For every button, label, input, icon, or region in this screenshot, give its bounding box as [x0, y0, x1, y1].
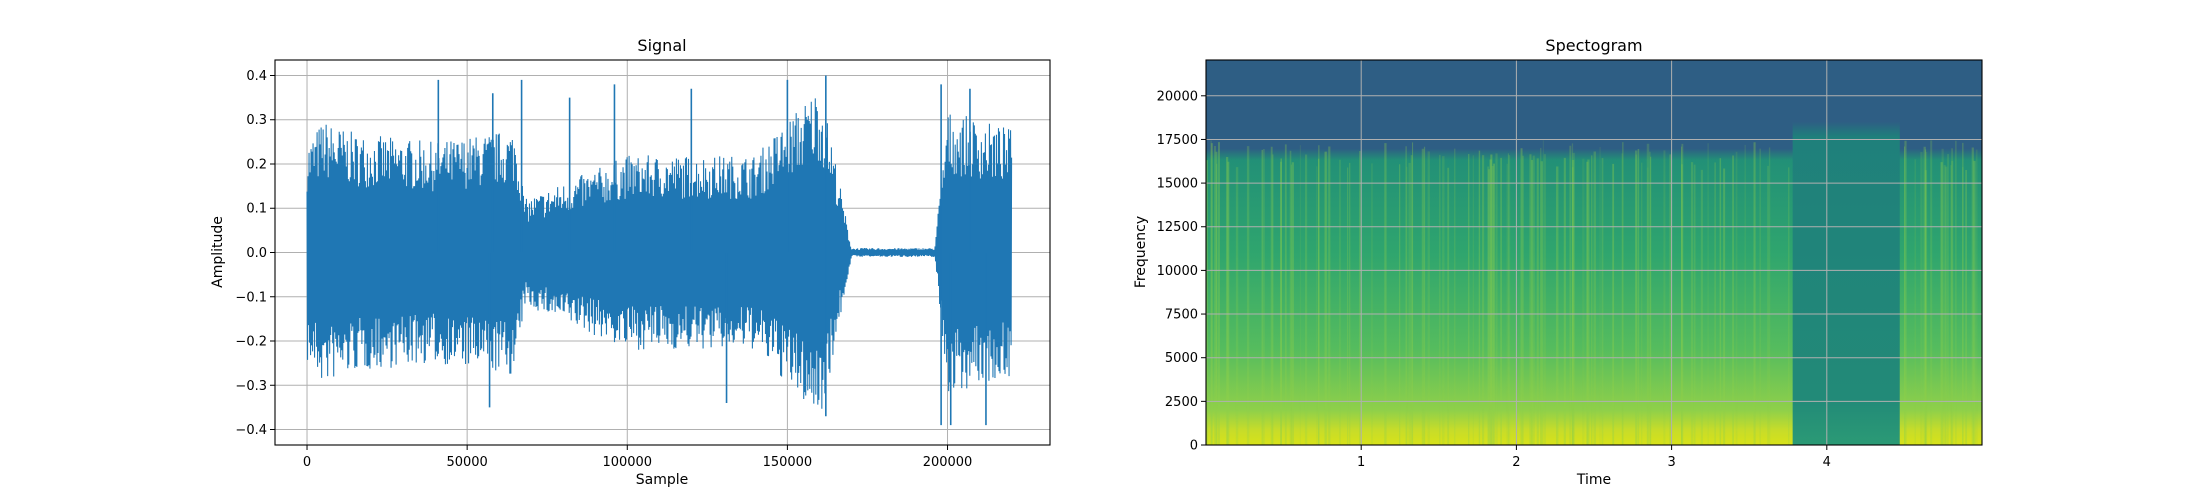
signal-x-tick-label: 150000: [763, 455, 813, 470]
spectrogram-y-tick-label: 7500: [1165, 308, 1198, 323]
spectrogram-chart: 1 2 3 4 0 2500 5000 7500 10000 12500 15000 17500 20…: [1133, 36, 1983, 488]
signal-y-tick-label: −0.4: [235, 423, 267, 438]
signal-y-tick-label: −0.1: [235, 290, 267, 305]
spectrogram-y-tick-label: 5000: [1165, 351, 1198, 366]
spectrogram-grid: [1206, 60, 1982, 446]
signal-y-ticks: −0.4 −0.3 −0.2 −0.1 0.0 0.1 0.2 0.3 0.4: [235, 69, 275, 438]
signal-x-tick-label: 50000: [446, 455, 487, 470]
spectrogram-y-tick-label: 2500: [1165, 395, 1198, 410]
spectrogram-x-tick-label: 1: [1357, 455, 1365, 470]
spectrogram-y-tick-label: 15000: [1157, 177, 1198, 192]
spectrogram-y-tick-label: 10000: [1157, 264, 1198, 279]
spectrogram-y-ticks: 0 2500 5000 7500 10000 12500 15000 17500 20000: [1157, 89, 1206, 454]
signal-x-axis-label: Sample: [636, 472, 689, 488]
signal-y-tick-label: 0.4: [246, 69, 267, 84]
spectrogram-x-axis-label: Time: [1576, 472, 1611, 488]
spectrogram-x-tick-label: 4: [1823, 455, 1831, 470]
spectrogram-x-tick-label: 2: [1512, 455, 1520, 470]
spectrogram-y-axis-label: Frequency: [1133, 216, 1149, 288]
signal-x-ticks: 0 50000 100000 150000 200000: [303, 445, 972, 470]
signal-chart: 0 50000 100000 150000 200000 −0.4−0.3−0.2−0.…: [210, 36, 1051, 488]
spectrogram-quiet-segments: [1792, 60, 1900, 445]
signal-y-tick-label: 0.0: [246, 246, 267, 261]
signal-y-tick-label: 0.1: [246, 202, 267, 217]
signal-x-tick-label: 200000: [923, 455, 973, 470]
signal-y-tick-label: −0.3: [235, 379, 267, 394]
signal-y-tick-label: 0.2: [246, 157, 267, 172]
spectrogram-y-tick-label: 20000: [1157, 89, 1198, 104]
spectrogram-y-tick-label: 12500: [1157, 220, 1198, 235]
spectrogram-x-tick-label: 3: [1667, 455, 1675, 470]
spectrogram-title: Spectogram: [1545, 36, 1642, 55]
signal-y-tick-label: −0.2: [235, 335, 267, 350]
spectrogram-streaks: [1206, 140, 1978, 445]
spectrogram-quiet-top: [1792, 60, 1900, 122]
signal-y-tick-label: 0.3: [246, 113, 267, 128]
signal-waveform: [306, 75, 1013, 426]
spectrogram-y-tick-label: 0: [1190, 439, 1198, 454]
signal-y-axis-label: Amplitude: [210, 216, 226, 288]
signal-x-tick-label: 0: [303, 455, 311, 470]
spectrogram-quiet-segment: [1792, 60, 1900, 445]
signal-x-tick-label: 100000: [602, 455, 652, 470]
spectrogram-x-ticks: 1 2 3 4: [1357, 445, 1831, 470]
signal-title: Signal: [637, 36, 686, 55]
signal-series-line: [306, 98, 1013, 409]
spectrogram-y-tick-label: 17500: [1157, 133, 1198, 148]
spectrogram-plot-frame: [1205, 59, 1983, 446]
